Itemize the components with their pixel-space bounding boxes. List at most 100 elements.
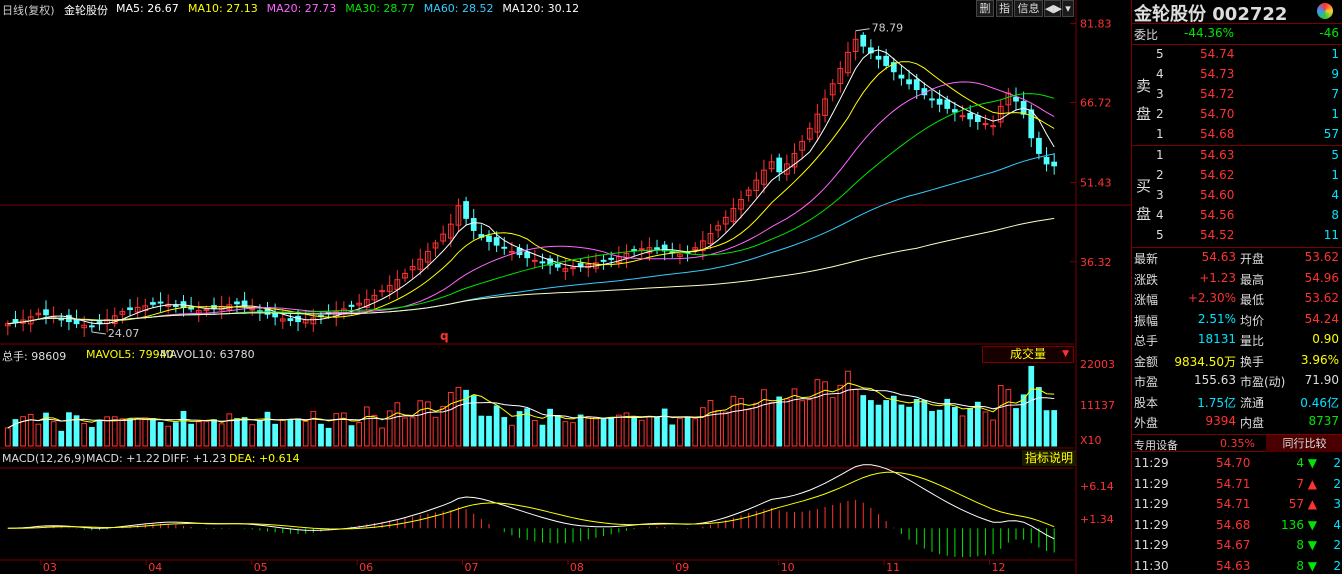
peer-compare-tab[interactable]: 同行比较 xyxy=(1266,435,1342,452)
candle-body xyxy=(990,125,996,128)
stat-value: 71.90 xyxy=(1304,373,1339,387)
stat-key: 金额 xyxy=(1134,354,1159,369)
tick-price: 54.70 xyxy=(1216,456,1251,470)
tick-time: 11:30 xyxy=(1134,558,1169,573)
candle-body xyxy=(852,38,859,52)
volume-bar xyxy=(913,399,920,447)
indicator-help-button[interactable]: 指标说明 xyxy=(1022,450,1076,466)
candle-body xyxy=(379,290,385,293)
toolbar-button[interactable]: 删 xyxy=(976,0,994,17)
volume-bar xyxy=(852,389,859,447)
volume-bar xyxy=(898,404,905,447)
candle-body xyxy=(799,140,806,151)
candle-body xyxy=(745,189,752,196)
ma30-line xyxy=(7,93,1055,325)
volume-bar xyxy=(463,389,469,447)
volume-bar xyxy=(921,399,928,447)
stat-key: 振幅 xyxy=(1134,313,1159,328)
candle-body xyxy=(81,324,88,329)
tick-price: 54.71 xyxy=(1216,476,1251,491)
volume-bar xyxy=(600,418,607,447)
order-volume: 1 xyxy=(1331,168,1339,182)
volume-tick-label: 22003 xyxy=(1080,358,1115,371)
candle-body xyxy=(982,123,989,126)
candle-body xyxy=(127,307,133,311)
volume-bar xyxy=(432,416,439,447)
volume-bar xyxy=(669,424,676,447)
candle-body xyxy=(974,115,981,122)
volume-bar xyxy=(279,419,286,447)
stat-key: 流通 xyxy=(1240,395,1265,410)
volume-bar xyxy=(134,418,141,447)
candle-body xyxy=(425,250,431,263)
toolbar-button[interactable]: 指 xyxy=(996,0,1013,17)
volume-bar xyxy=(638,419,645,447)
volume-dropdown[interactable]: 成交量 ▼ xyxy=(982,346,1074,363)
order-price: 54.68 xyxy=(1200,127,1235,141)
volume-bar xyxy=(142,417,149,447)
volume-bar xyxy=(318,423,324,447)
volume-bar xyxy=(539,424,546,447)
volume-bar xyxy=(371,414,378,447)
order-volume: 8 xyxy=(1331,208,1339,222)
volume-bar xyxy=(272,423,279,447)
volume-bar xyxy=(1020,394,1027,447)
stat-row: 外盘 9394 内盘 8737 xyxy=(1132,412,1342,431)
order-level: 3 xyxy=(1156,87,1164,101)
candle-body xyxy=(677,253,683,257)
candle-body xyxy=(1013,96,1019,102)
toolbar-button[interactable]: ◀▶ xyxy=(1044,0,1062,17)
volume-bar xyxy=(325,427,332,447)
industry-tab[interactable]: 专用设备 xyxy=(1134,439,1178,452)
ma-legend-item: MA20: 27.73 xyxy=(266,2,337,15)
ma-legend-item: MA60: 28.52 xyxy=(423,2,494,15)
volume-bar xyxy=(402,417,408,447)
price-tick-label: 81.83 xyxy=(1080,17,1112,30)
color-wheel-icon[interactable] xyxy=(1317,3,1333,19)
stat-value: 8737 xyxy=(1308,414,1339,428)
month-tick-label: 06 xyxy=(359,561,373,574)
volume-bar xyxy=(646,416,653,447)
stat-row: 涨跌 +1.23 最高 54.96 xyxy=(1132,269,1342,288)
toolbar-button[interactable]: 信息 xyxy=(1014,0,1043,17)
volume-bar xyxy=(447,391,454,447)
toolbar-button[interactable]: ▾ xyxy=(1062,0,1074,17)
volume-bar xyxy=(150,418,156,447)
stat-value: +1.23 xyxy=(1199,270,1236,285)
ma120-line xyxy=(7,217,1055,325)
volume-bar xyxy=(195,421,202,447)
order-level: 4 xyxy=(1156,208,1164,222)
month-tick-label: 04 xyxy=(148,561,162,574)
stat-value: 3.96% xyxy=(1300,352,1339,367)
high-marker xyxy=(855,28,870,32)
macd-tick-label: +1.34 xyxy=(1080,513,1114,526)
buy-order-row: 3 54.60 4 xyxy=(1132,186,1342,205)
buy-order-row: 5 54.52 11 xyxy=(1132,226,1342,245)
candle-body xyxy=(929,98,935,101)
stat-row: 涨幅 +2.30% 最低 53.62 xyxy=(1132,289,1342,308)
order-price: 54.63 xyxy=(1200,148,1235,162)
volume-bar xyxy=(88,427,95,447)
candle-body xyxy=(470,217,477,231)
candle-body xyxy=(806,127,813,140)
volume-bar xyxy=(707,399,714,447)
volume-bar xyxy=(806,399,813,447)
order-volume: 1 xyxy=(1331,47,1339,61)
volume-bar xyxy=(127,418,133,447)
order-volume: 5 xyxy=(1331,148,1339,162)
tick-row: 11:29 54.71 57 ▲ 3 xyxy=(1132,495,1342,514)
sell-order-row: 2 54.70 1 xyxy=(1132,105,1342,124)
volume-bar xyxy=(501,417,508,447)
volume-bar xyxy=(157,422,164,447)
candle-body xyxy=(35,312,42,316)
tick-count: 2 xyxy=(1333,476,1341,491)
volume-tick-label: X10 xyxy=(1080,434,1102,447)
volume-dropdown-label: 成交量 xyxy=(1009,347,1046,361)
candle-body xyxy=(768,161,775,170)
volume-bar xyxy=(516,411,523,447)
volume-bar xyxy=(341,412,347,447)
stat-value: 9834.50万 xyxy=(1174,354,1236,369)
volume-bar xyxy=(188,423,194,447)
volume-bar xyxy=(4,427,11,447)
volume-bar xyxy=(593,416,599,447)
